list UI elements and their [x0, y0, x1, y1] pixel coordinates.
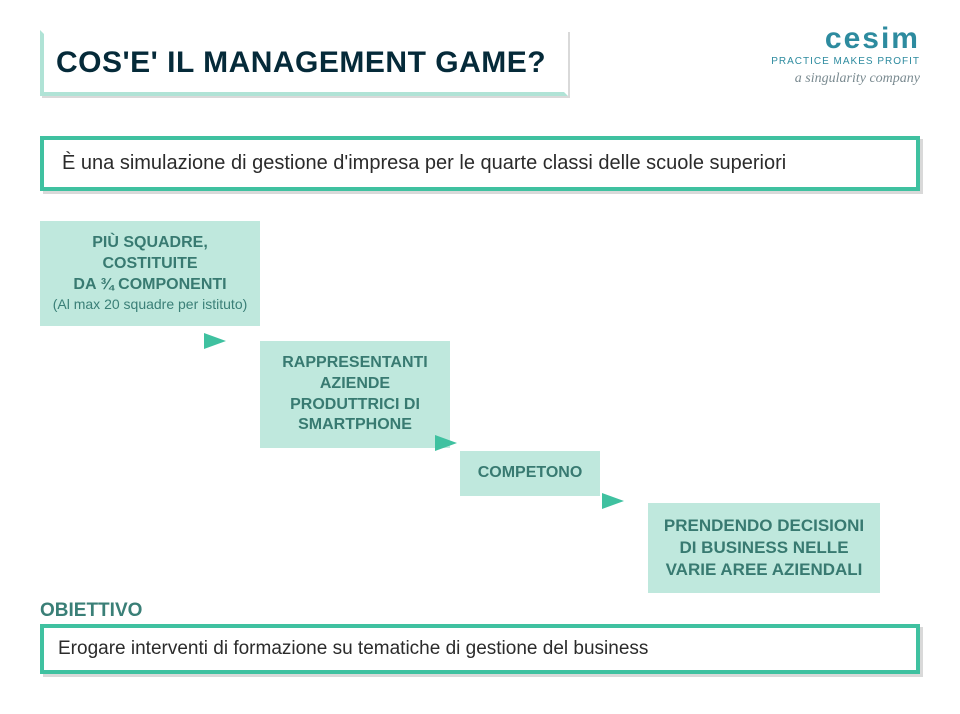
flow-box-aziende: RAPPRESENTANTI AZIENDE PRODUTTRICI DI SM… [260, 341, 450, 448]
flow-box-squadre: PIÙ SQUADRE, COSTITUITE DA ¾ COMPONENTI … [40, 221, 260, 326]
title-frame: COS'E' IL MANAGEMENT GAME? [40, 30, 568, 96]
page-title: COS'E' IL MANAGEMENT GAME? [56, 46, 546, 80]
flow-diagram: PIÙ SQUADRE, COSTITUITE DA ¾ COMPONENTI … [40, 221, 920, 621]
arrow-icon [602, 493, 624, 509]
flow-box1-line2: DA ¾ COMPONENTI [50, 275, 250, 296]
brand-tagline: PRACTICE MAKES PROFIT [771, 56, 920, 67]
brand-logo: cesim [771, 22, 920, 56]
objective-label: OBIETTIVO [40, 600, 142, 622]
flow-box-decisioni: PRENDENDO DECISIONI DI BUSINESS NELLE VA… [648, 503, 880, 593]
subtitle-box: È una simulazione di gestione d'impresa … [40, 136, 920, 191]
arrow-icon [435, 435, 457, 451]
flow-box-competono: COMPETONO [460, 451, 600, 496]
brand-block: cesim PRACTICE MAKES PROFIT a singularit… [771, 22, 920, 87]
objective-box: Erogare interventi di formazione su tema… [40, 624, 920, 674]
flow-box1-line3: (Al max 20 squadre per istituto) [50, 295, 250, 313]
arrow-icon [204, 333, 226, 349]
brand-subtitle: a singularity company [771, 71, 920, 87]
flow-box1-line1: PIÙ SQUADRE, COSTITUITE [50, 233, 250, 275]
